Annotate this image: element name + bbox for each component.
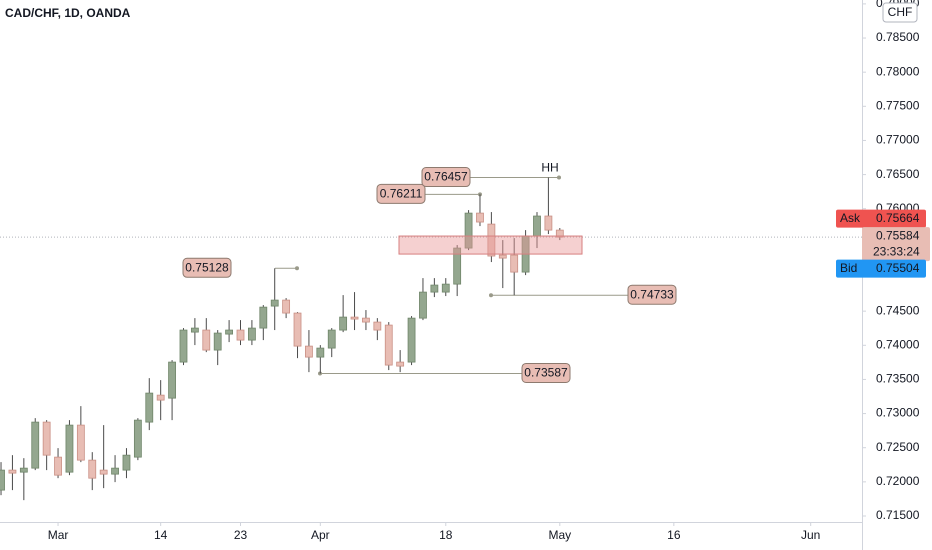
hh-label: HH <box>541 161 558 175</box>
candle-body <box>31 421 40 469</box>
candle-body <box>350 316 359 320</box>
candle-body <box>259 306 268 329</box>
currency-label: CHF <box>888 5 913 19</box>
x-tick-label: 23 <box>234 528 248 542</box>
candle-body <box>487 223 496 257</box>
y-tick-label: 0.74000 <box>876 337 920 351</box>
ask-label: Ask <box>840 211 861 225</box>
candle-body <box>282 299 291 314</box>
candle-body <box>76 424 85 461</box>
candle-body <box>339 316 348 331</box>
candle-body <box>430 284 439 293</box>
level-dot <box>557 175 561 180</box>
candle-body <box>407 317 416 363</box>
level-label: 0.74733 <box>630 287 674 301</box>
candle-body <box>19 467 28 473</box>
candle-body <box>145 392 154 423</box>
candle-body <box>293 312 302 347</box>
ask-value: 0.75664 <box>876 211 920 225</box>
zone <box>398 235 583 255</box>
candle-body <box>179 329 188 363</box>
candle-body <box>213 332 222 351</box>
candle-body <box>441 283 450 293</box>
candle-body <box>270 299 279 307</box>
ask-box <box>836 209 926 228</box>
level-label: 0.76457 <box>424 170 468 184</box>
countdown: 23:33:24 <box>873 244 920 258</box>
level-label-box <box>182 257 232 278</box>
candle-body <box>168 361 176 399</box>
candle-body <box>316 347 325 358</box>
bid-label: Bid <box>840 261 857 275</box>
candle-body <box>533 215 541 237</box>
candle-body <box>236 329 245 341</box>
y-tick-label: 0.77000 <box>876 133 920 147</box>
x-tick-label: Mar <box>48 528 69 542</box>
candle-body <box>464 212 473 249</box>
candle-body <box>327 329 336 349</box>
candle-body <box>42 421 51 456</box>
candle-body <box>8 469 17 474</box>
level-label: 0.73587 <box>524 366 568 380</box>
candle-body <box>305 345 313 358</box>
chart-title: CAD/CHF, 1D, OANDA <box>5 6 131 20</box>
bid-box <box>836 259 926 278</box>
level-dot <box>489 293 493 298</box>
y-tick-label: 0.78000 <box>876 64 920 78</box>
price-box <box>862 227 930 262</box>
level-label: 0.75128 <box>185 260 229 274</box>
x-tick-label: Jun <box>801 528 820 542</box>
price-value: 0.75584 <box>876 228 920 242</box>
level-label-box <box>421 167 471 188</box>
candle-body <box>476 212 484 223</box>
candle-body <box>111 467 119 475</box>
candle-body <box>122 454 131 471</box>
candle-body <box>510 254 519 273</box>
currency-badge <box>882 2 918 23</box>
y-tick-label: 0.72000 <box>876 474 920 488</box>
level-label-box <box>627 284 677 305</box>
candle-body <box>544 215 553 231</box>
candle-body <box>453 247 462 285</box>
candle-body <box>88 459 97 479</box>
candle-body <box>419 291 427 319</box>
level-label: 0.76211 <box>380 186 423 200</box>
y-tick-label: 0.72500 <box>876 440 920 454</box>
y-tick-label: 0.76500 <box>876 167 920 181</box>
candle-body <box>248 327 256 341</box>
candle-body <box>396 361 405 367</box>
x-tick-label: Apr <box>311 528 330 542</box>
candle-body <box>384 324 393 366</box>
y-tick-label: 0.73500 <box>876 372 920 386</box>
candle-body <box>0 469 5 491</box>
candle-body <box>156 394 165 401</box>
candle-body <box>225 329 233 335</box>
level-label-box <box>376 183 426 204</box>
candle-body <box>498 254 507 259</box>
bid-value: 0.75504 <box>876 261 920 275</box>
candle-body <box>190 327 199 333</box>
candle-body <box>362 317 370 323</box>
y-tick-label: 0.78500 <box>876 30 920 44</box>
y-tick-label: 0.71500 <box>876 508 920 522</box>
x-tick-label: 16 <box>667 528 681 542</box>
x-tick-label: 14 <box>154 528 168 542</box>
candle-body <box>202 329 211 351</box>
candle-body <box>373 321 382 331</box>
candle-body <box>54 456 62 476</box>
level-dot <box>295 266 299 271</box>
y-tick-label: 0.74500 <box>876 303 920 317</box>
candle-body <box>65 424 74 473</box>
level-label-box <box>521 362 571 383</box>
x-tick-label: 18 <box>439 528 453 542</box>
y-tick-label: 0.73000 <box>876 406 920 420</box>
candle-body <box>555 229 564 238</box>
candle-body <box>133 419 142 458</box>
x-tick-label: May <box>548 528 571 542</box>
y-tick-label: 0.77500 <box>876 98 920 112</box>
candle-body <box>99 469 108 475</box>
